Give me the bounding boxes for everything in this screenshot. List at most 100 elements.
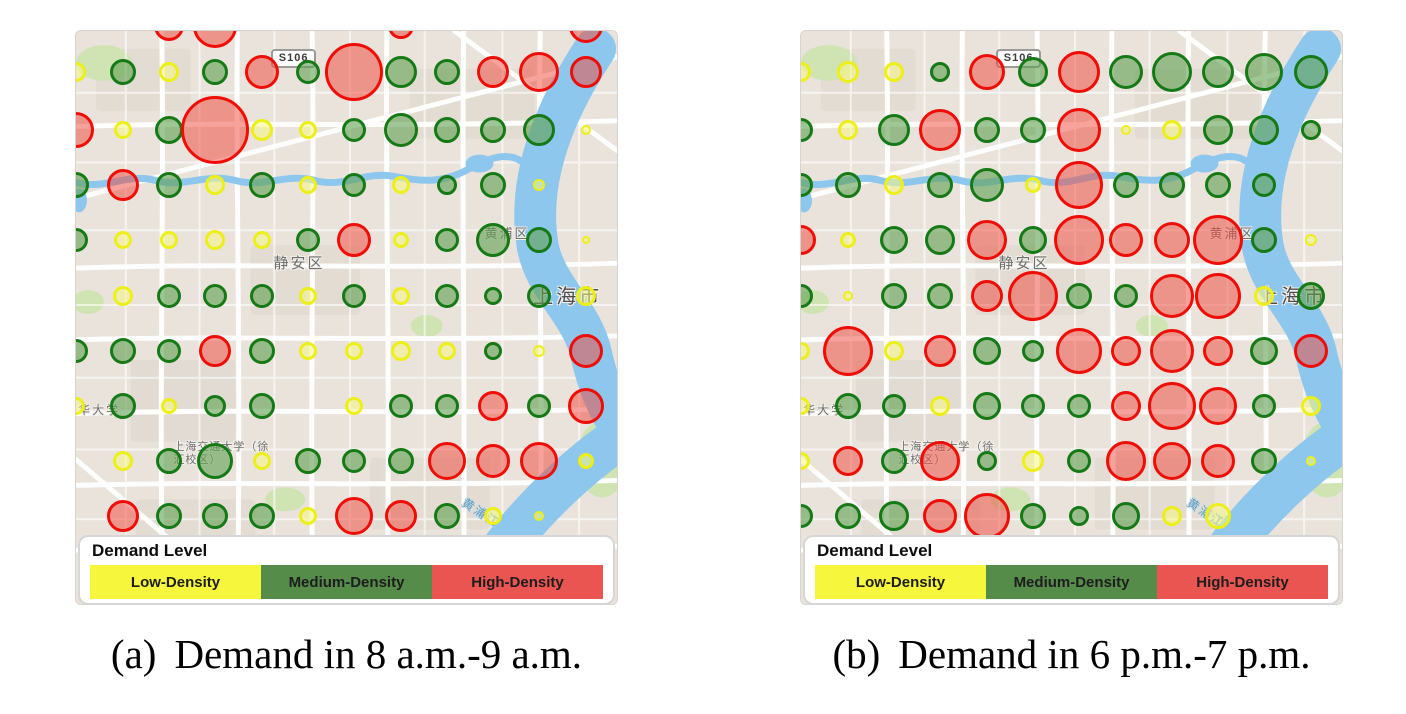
demand-circle-m xyxy=(881,393,906,418)
demand-circle-h xyxy=(1007,271,1058,322)
demand-circle-m xyxy=(433,502,460,529)
demand-circle-m xyxy=(155,171,182,198)
demand-circle-m xyxy=(1017,57,1048,88)
demand-circle-m xyxy=(1112,171,1139,198)
demand-circle-h xyxy=(477,56,510,89)
demand-circle-h xyxy=(968,54,1005,91)
demand-circle-l xyxy=(883,340,904,361)
legend-item-medium: Medium-Density xyxy=(261,565,432,599)
caption-index-b: (b) xyxy=(832,631,881,677)
demand-circle-m xyxy=(248,502,275,529)
legend-b: Demand Level Low-Density Medium-Density … xyxy=(803,535,1340,605)
demand-circle-l xyxy=(160,397,177,414)
demand-circle-m xyxy=(834,171,861,198)
caption-index-a: (a) xyxy=(110,631,157,677)
demand-circle-m xyxy=(1249,114,1280,145)
demand-circle-m xyxy=(387,447,414,474)
demand-circle-l xyxy=(112,450,133,471)
demand-circle-l xyxy=(298,506,317,525)
demand-circle-m xyxy=(203,284,228,309)
demand-circle-l xyxy=(390,340,411,361)
district-label-jingan: 静安区 xyxy=(273,254,325,272)
demand-circle-m xyxy=(972,336,1001,365)
demand-circle-l xyxy=(1161,505,1182,526)
district-label-jingan: 静安区 xyxy=(998,254,1050,272)
demand-circle-h xyxy=(568,333,603,368)
demand-circle-l xyxy=(113,231,132,250)
demand-circle-m xyxy=(202,502,229,529)
map-panel-b: S106 静安区 黄浦区 上海市 华大学 上海交通大学（徐汇校区） 黄浦江 De… xyxy=(800,30,1343,605)
demand-circle-m xyxy=(109,392,136,419)
demand-circle-m xyxy=(342,117,367,142)
demand-circle-m xyxy=(109,337,136,364)
demand-circle-h xyxy=(387,31,414,40)
demand-circle-l xyxy=(298,175,317,194)
demand-circle-m xyxy=(202,59,229,86)
demand-circle-l xyxy=(345,396,364,415)
demand-circle-l xyxy=(252,231,271,250)
demand-circle-l xyxy=(533,344,546,357)
demand-circle-m xyxy=(1203,114,1234,145)
demand-circle-m xyxy=(1019,502,1046,529)
demand-circle-m xyxy=(801,172,813,197)
demand-circle-m xyxy=(433,116,460,143)
demand-circle-m xyxy=(1067,448,1092,473)
demand-circle-l xyxy=(1120,124,1131,135)
legend-title: Demand Level xyxy=(92,541,208,560)
demand-circle-m xyxy=(1019,116,1046,143)
demand-circle-l xyxy=(1305,455,1316,466)
demand-circle-m xyxy=(1202,56,1235,89)
demand-circle-l xyxy=(577,452,594,469)
demand-circle-m xyxy=(880,447,907,474)
demand-circle-l xyxy=(930,395,951,416)
demand-circle-m xyxy=(925,225,956,256)
demand-circle-l xyxy=(437,341,456,360)
demand-circle-h xyxy=(1055,160,1104,209)
demand-circle-l xyxy=(837,119,858,140)
demand-circle-h xyxy=(1149,328,1194,373)
legend-title: Demand Level xyxy=(817,541,933,560)
legend-bar: Low-Density Medium-Density High-Density xyxy=(90,565,603,599)
demand-circle-l xyxy=(205,230,226,251)
demand-circle-m xyxy=(197,442,234,479)
demand-circle-l xyxy=(298,341,317,360)
demand-circle-m xyxy=(156,284,181,309)
demand-circle-h xyxy=(1203,335,1234,366)
demand-circle-h xyxy=(1199,386,1238,425)
demand-circle-m xyxy=(433,59,460,86)
demand-circle-m xyxy=(527,284,552,309)
demand-bubbles-layer-b xyxy=(801,31,1342,604)
demand-circle-m xyxy=(927,283,954,310)
demand-circle-m xyxy=(384,56,417,89)
demand-circle-m xyxy=(1296,282,1325,311)
demand-circle-m xyxy=(388,393,413,418)
demand-circle-h xyxy=(1105,440,1146,481)
demand-circle-h xyxy=(1054,215,1105,266)
demand-circle-m xyxy=(480,171,507,198)
demand-circle-m xyxy=(154,115,183,144)
demand-circle-l xyxy=(484,506,503,525)
demand-circle-l xyxy=(883,174,904,195)
demand-circle-h xyxy=(822,325,873,376)
demand-circle-l xyxy=(252,451,271,470)
demand-circle-m xyxy=(523,113,556,146)
demand-circle-m xyxy=(249,284,274,309)
demand-circle-m xyxy=(877,113,910,146)
demand-circle-m xyxy=(484,341,503,360)
demand-circle-h xyxy=(384,499,417,532)
demand-circle-m xyxy=(801,284,813,309)
demand-circle-h xyxy=(970,280,1003,313)
demand-circle-m xyxy=(930,62,951,83)
university-label: 华大学 xyxy=(78,402,121,417)
demand-circle-h xyxy=(193,31,238,49)
demand-circle-m xyxy=(155,447,182,474)
demand-circle-m xyxy=(434,228,459,253)
demand-circle-h xyxy=(1201,443,1236,478)
demand-circle-l xyxy=(1300,395,1321,416)
demand-circle-m xyxy=(1300,119,1321,140)
demand-circle-h xyxy=(1153,222,1190,259)
demand-circle-h xyxy=(1110,390,1141,421)
demand-circle-l xyxy=(76,62,86,83)
demand-circle-m xyxy=(1020,393,1045,418)
demand-circle-m xyxy=(295,60,320,85)
